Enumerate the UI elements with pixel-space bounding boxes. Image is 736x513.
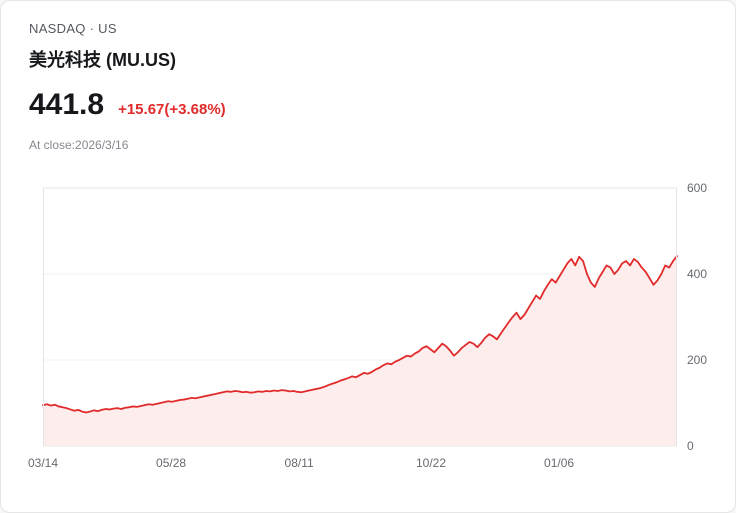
price-line-chart[interactable] — [42, 186, 678, 448]
stock-name: 美光科技 (MU.US) — [29, 50, 176, 70]
at-close-timestamp: At close:2026/3/16 — [29, 138, 129, 152]
y-axis-label: 600 — [687, 181, 708, 195]
price-line — [42, 255, 678, 414]
x-axis-label: 10/22 — [415, 456, 447, 470]
x-axis: 03/14 05/28 08/11 10/22 01/06 — [28, 456, 677, 476]
y-axis-label: 0 — [687, 439, 694, 453]
y-axis-label: 200 — [687, 353, 708, 367]
price-row: 441.8 +15.67(+3.68%) — [29, 88, 707, 122]
price-chart: 600 400 200 0 — [42, 181, 708, 453]
current-price: 441.8 — [29, 88, 105, 121]
y-axis-label: 400 — [687, 267, 708, 281]
x-axis-label: 01/06 — [544, 456, 575, 470]
price-area-fill — [43, 256, 677, 446]
x-axis-label: 08/11 — [284, 456, 314, 470]
x-axis-label: 03/14 — [27, 456, 59, 470]
market-exchange-label: NASDAQ · US — [29, 21, 117, 36]
price-change: +15.67(+3.68%) — [118, 101, 226, 118]
x-axis-label: 05/28 — [156, 456, 187, 470]
